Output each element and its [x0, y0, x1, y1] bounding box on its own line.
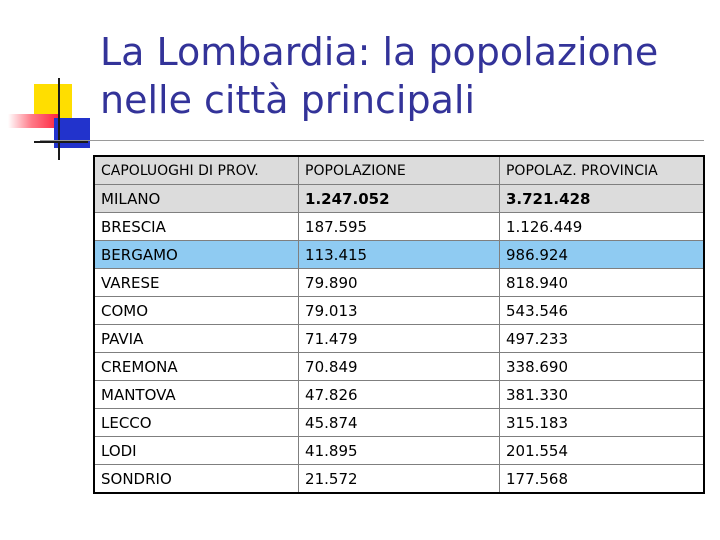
table-row-cremona: CREMONA 70.849 338.690: [93, 352, 705, 381]
decorative-vertical-line: [58, 78, 60, 160]
city-cell: MANTOVA: [93, 380, 300, 409]
province-population-cell: 543.546: [498, 296, 705, 325]
province-population-cell: 338.690: [498, 352, 705, 381]
city-cell: BRESCIA: [93, 212, 300, 241]
column-header-capoluoghi: CAPOLUOGHI DI PROV.: [93, 155, 300, 185]
city-cell: PAVIA: [93, 324, 300, 353]
province-population-cell: 497.233: [498, 324, 705, 353]
table-row-mantova: MANTOVA 47.826 381.330: [93, 380, 705, 409]
table-row-bergamo: BERGAMO 113.415 986.924: [93, 240, 705, 269]
table-header-row: CAPOLUOGHI DI PROV. POPOLAZIONE POPOLAZ.…: [93, 155, 705, 185]
column-header-popolaz-provincia: POPOLAZ. PROVINCIA: [498, 155, 705, 185]
table-row-sondrio: SONDRIO 21.572 177.568: [93, 464, 705, 494]
city-cell: MILANO: [93, 184, 300, 213]
city-cell: COMO: [93, 296, 300, 325]
table-row-milano: MILANO 1.247.052 3.721.428: [93, 184, 705, 213]
table-row-lodi: LODI 41.895 201.554: [93, 436, 705, 465]
population-cell: 79.013: [298, 296, 500, 325]
province-population-cell: 201.554: [498, 436, 705, 465]
slide-title: La Lombardia: la popolazione nelle città…: [100, 28, 700, 124]
province-population-cell: 381.330: [498, 380, 705, 409]
city-cell: LECCO: [93, 408, 300, 437]
province-population-cell: 1.126.449: [498, 212, 705, 241]
city-cell: BERGAMO: [93, 240, 300, 269]
decorative-blue-square: [54, 118, 90, 148]
population-cell: 47.826: [298, 380, 500, 409]
province-population-cell: 3.721.428: [498, 184, 705, 213]
population-table: CAPOLUOGHI DI PROV. POPOLAZIONE POPOLAZ.…: [93, 155, 705, 494]
city-cell: VARESE: [93, 268, 300, 297]
table-row-lecco: LECCO 45.874 315.183: [93, 408, 705, 437]
slide-title-line-2: nelle città principali: [100, 78, 476, 122]
city-cell: LODI: [93, 436, 300, 465]
column-header-popolazione: POPOLAZIONE: [298, 155, 500, 185]
title-underline: [40, 140, 704, 141]
population-cell: 1.247.052: [298, 184, 500, 213]
province-population-cell: 177.568: [498, 464, 705, 494]
slide-title-line-1: La Lombardia: la popolazione: [100, 30, 659, 74]
population-cell: 70.849: [298, 352, 500, 381]
population-cell: 79.890: [298, 268, 500, 297]
city-cell: SONDRIO: [93, 464, 300, 494]
city-cell: CREMONA: [93, 352, 300, 381]
population-cell: 41.895: [298, 436, 500, 465]
decorative-red-bar: [8, 114, 60, 128]
table-row-pavia: PAVIA 71.479 497.233: [93, 324, 705, 353]
table-row-varese: VARESE 79.890 818.940: [93, 268, 705, 297]
table-row-brescia: BRESCIA 187.595 1.126.449: [93, 212, 705, 241]
province-population-cell: 818.940: [498, 268, 705, 297]
population-cell: 21.572: [298, 464, 500, 494]
population-cell: 113.415: [298, 240, 500, 269]
province-population-cell: 986.924: [498, 240, 705, 269]
population-cell: 45.874: [298, 408, 500, 437]
population-cell: 187.595: [298, 212, 500, 241]
population-cell: 71.479: [298, 324, 500, 353]
decorative-horizontal-line: [34, 141, 88, 143]
province-population-cell: 315.183: [498, 408, 705, 437]
table-row-como: COMO 79.013 543.546: [93, 296, 705, 325]
